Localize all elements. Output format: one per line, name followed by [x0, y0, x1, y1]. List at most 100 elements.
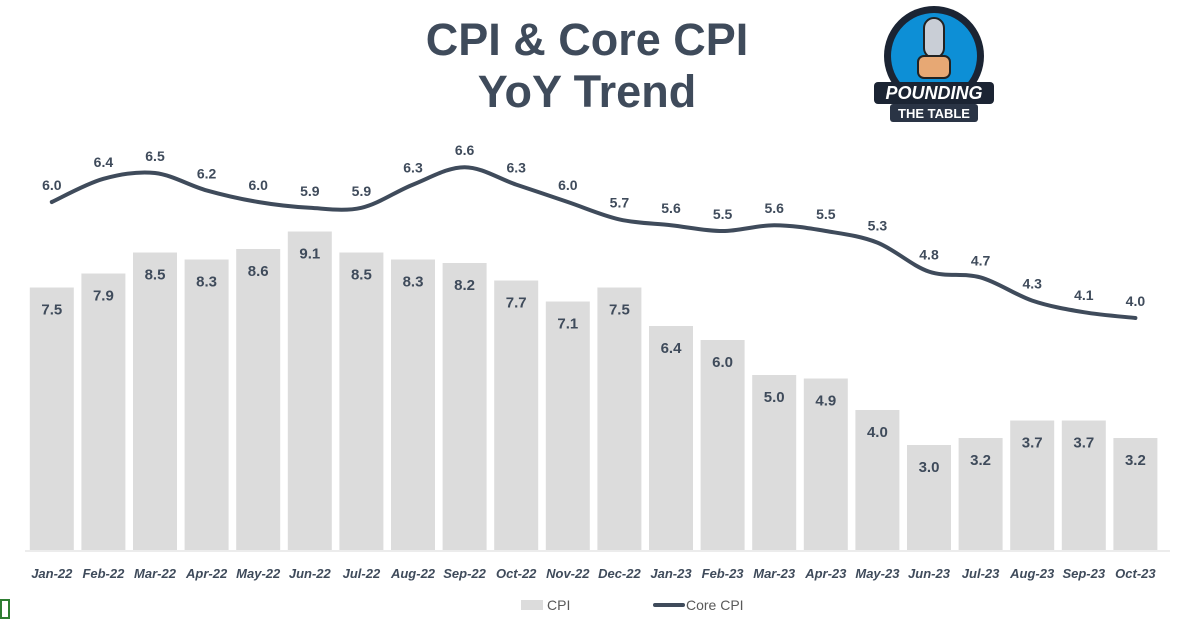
core-cpi-value-label: 5.6 [661, 200, 681, 216]
cpi-value-label: 6.4 [661, 340, 683, 357]
cpi-value-label: 3.2 [1125, 452, 1146, 469]
cpi-bar-Apr-23 [803, 378, 848, 550]
cpi-value-label: 8.3 [196, 274, 217, 291]
cpi-value-label: 7.5 [609, 302, 630, 319]
cpi-bar-May-23 [855, 410, 900, 550]
core-cpi-value-label: 5.7 [610, 194, 630, 210]
x-tick-label: Sep-23 [1062, 566, 1105, 581]
core-cpi-value-label: 4.7 [971, 252, 991, 268]
core-cpi-value-label: 5.6 [764, 200, 784, 216]
core-cpi-line-layer [49, 165, 1138, 320]
data-labels: 7.5 7.9 8.5 8.3 8.6 9.1 8.5 8.3 8.2 7.7 7.1 7.5 6.4 6… [41, 142, 1145, 476]
core-cpi-value-label: 6.3 [403, 160, 423, 176]
cpi-bar-Sep-22 [442, 263, 487, 550]
core-cpi-value-label: 5.9 [352, 183, 372, 199]
cpi-bar-Sep-23 [1061, 420, 1106, 550]
core-cpi-value-label: 6.0 [248, 177, 268, 193]
x-tick-label: Jun-23 [908, 566, 951, 581]
core-cpi-value-label: 6.3 [506, 160, 526, 176]
core-cpi-value-label: 4.8 [919, 247, 939, 263]
cpi-value-label: 8.6 [248, 263, 269, 280]
cpi-bar-Mar-22 [133, 252, 177, 550]
legend-cpi-swatch [521, 600, 543, 610]
cpi-bar-Jun-22 [287, 231, 332, 550]
cpi-bar-Jul-23 [958, 438, 1003, 550]
cpi-value-label: 9.1 [299, 246, 320, 263]
cpi-value-label: 3.0 [919, 459, 940, 476]
cpi-value-label: 7.7 [506, 295, 527, 312]
pounding-the-table-logo: POUNDING THE TABLE [874, 6, 994, 122]
cpi-bar-Feb-23 [700, 340, 745, 550]
legend-cpi-label: CPI [547, 597, 570, 613]
core-cpi-value-label: 5.5 [816, 206, 836, 222]
core-cpi-value-label: 6.0 [558, 177, 578, 193]
cpi-bar-Oct-23 [1113, 438, 1158, 550]
x-tick-label: Mar-22 [134, 566, 177, 581]
x-tick-label: Jan-22 [31, 566, 73, 581]
x-tick-label: Apr-23 [804, 566, 847, 581]
x-tick-label: Sep-22 [443, 566, 486, 581]
cpi-bars [29, 231, 1158, 550]
cpi-value-label: 3.7 [1022, 435, 1043, 452]
cpi-bar-Mar-23 [752, 375, 797, 550]
cpi-value-label: 3.2 [970, 452, 991, 469]
core-cpi-value-label: 4.1 [1074, 287, 1094, 303]
x-tick-label: Jul-23 [962, 566, 1000, 581]
x-tick-label: Dec-22 [598, 566, 641, 581]
cpi-value-label: 8.5 [351, 267, 372, 284]
x-tick-label: Jan-23 [650, 566, 692, 581]
x-tick-label: Jun-22 [289, 566, 332, 581]
core-cpi-value-label: 4.0 [1126, 293, 1146, 309]
cpi-bar-Jul-22 [339, 252, 384, 550]
x-tick-label: Oct-22 [496, 566, 537, 581]
cpi-bar-Jan-22 [29, 287, 74, 550]
x-tick-label: Aug-22 [390, 566, 436, 581]
cpi-bar-Jan-23 [649, 326, 693, 550]
x-tick-label: May-22 [236, 566, 281, 581]
core-cpi-value-label: 6.2 [197, 165, 217, 181]
chart-title-line2: YoY Trend [477, 66, 697, 117]
logo-text-line2: THE TABLE [898, 106, 970, 121]
cpi-value-label: 4.9 [815, 393, 836, 410]
x-tick-label: Jul-22 [343, 566, 381, 581]
cpi-bar-Dec-22 [597, 287, 642, 550]
core-cpi-value-label: 5.5 [713, 206, 733, 222]
core-cpi-value-label: 6.6 [455, 142, 475, 158]
cpi-value-label: 7.5 [41, 302, 62, 319]
cpi-bar-Jun-23 [907, 445, 951, 550]
cpi-value-label: 8.2 [454, 277, 475, 294]
legend-core-label: Core CPI [686, 597, 744, 613]
x-tick-label: Nov-22 [546, 566, 590, 581]
cpi-bar-Aug-23 [1010, 420, 1055, 550]
corner-marker [0, 599, 10, 619]
cpi-bar-Feb-22 [81, 273, 126, 550]
x-tick-label: Feb-22 [82, 566, 125, 581]
cpi-value-label: 8.3 [403, 274, 424, 291]
chart-title: CPI & Core CPI YoY Trend [0, 14, 1174, 118]
core-cpi-value-label: 5.9 [300, 183, 320, 199]
cpi-value-label: 7.1 [557, 316, 578, 333]
cpi-bar-Nov-22 [545, 301, 590, 550]
cpi-value-label: 3.7 [1073, 435, 1094, 452]
core-cpi-value-label: 6.4 [94, 154, 114, 170]
x-tick-label: Aug-23 [1009, 566, 1055, 581]
cpi-value-label: 4.0 [867, 424, 888, 441]
x-tick-label: Feb-23 [702, 566, 745, 581]
core-cpi-value-label: 6.5 [145, 148, 165, 164]
x-tick-label: Oct-23 [1115, 566, 1156, 581]
x-tick-label: Apr-22 [185, 566, 228, 581]
logo-text-line1: POUNDING [885, 83, 982, 103]
cpi-bar-Aug-22 [391, 259, 435, 550]
x-tick-label: Mar-23 [753, 566, 796, 581]
cpi-value-label: 8.5 [145, 267, 166, 284]
core-cpi-value-label: 6.0 [42, 177, 62, 193]
cpi-bar-Oct-22 [494, 280, 539, 550]
x-tick-label: May-23 [855, 566, 900, 581]
cpi-value-label: 6.0 [712, 354, 733, 371]
x-axis-ticks: Jan-22 Feb-22 Mar-22 Apr-22 May-22 Jun-22 Jul-… [31, 566, 1156, 581]
cpi-bar-Apr-22 [184, 259, 229, 550]
legend: CPI Core CPI [521, 597, 744, 613]
cpi-value-label: 5.0 [764, 389, 785, 406]
chart-title-line1: CPI & Core CPI [425, 14, 749, 65]
